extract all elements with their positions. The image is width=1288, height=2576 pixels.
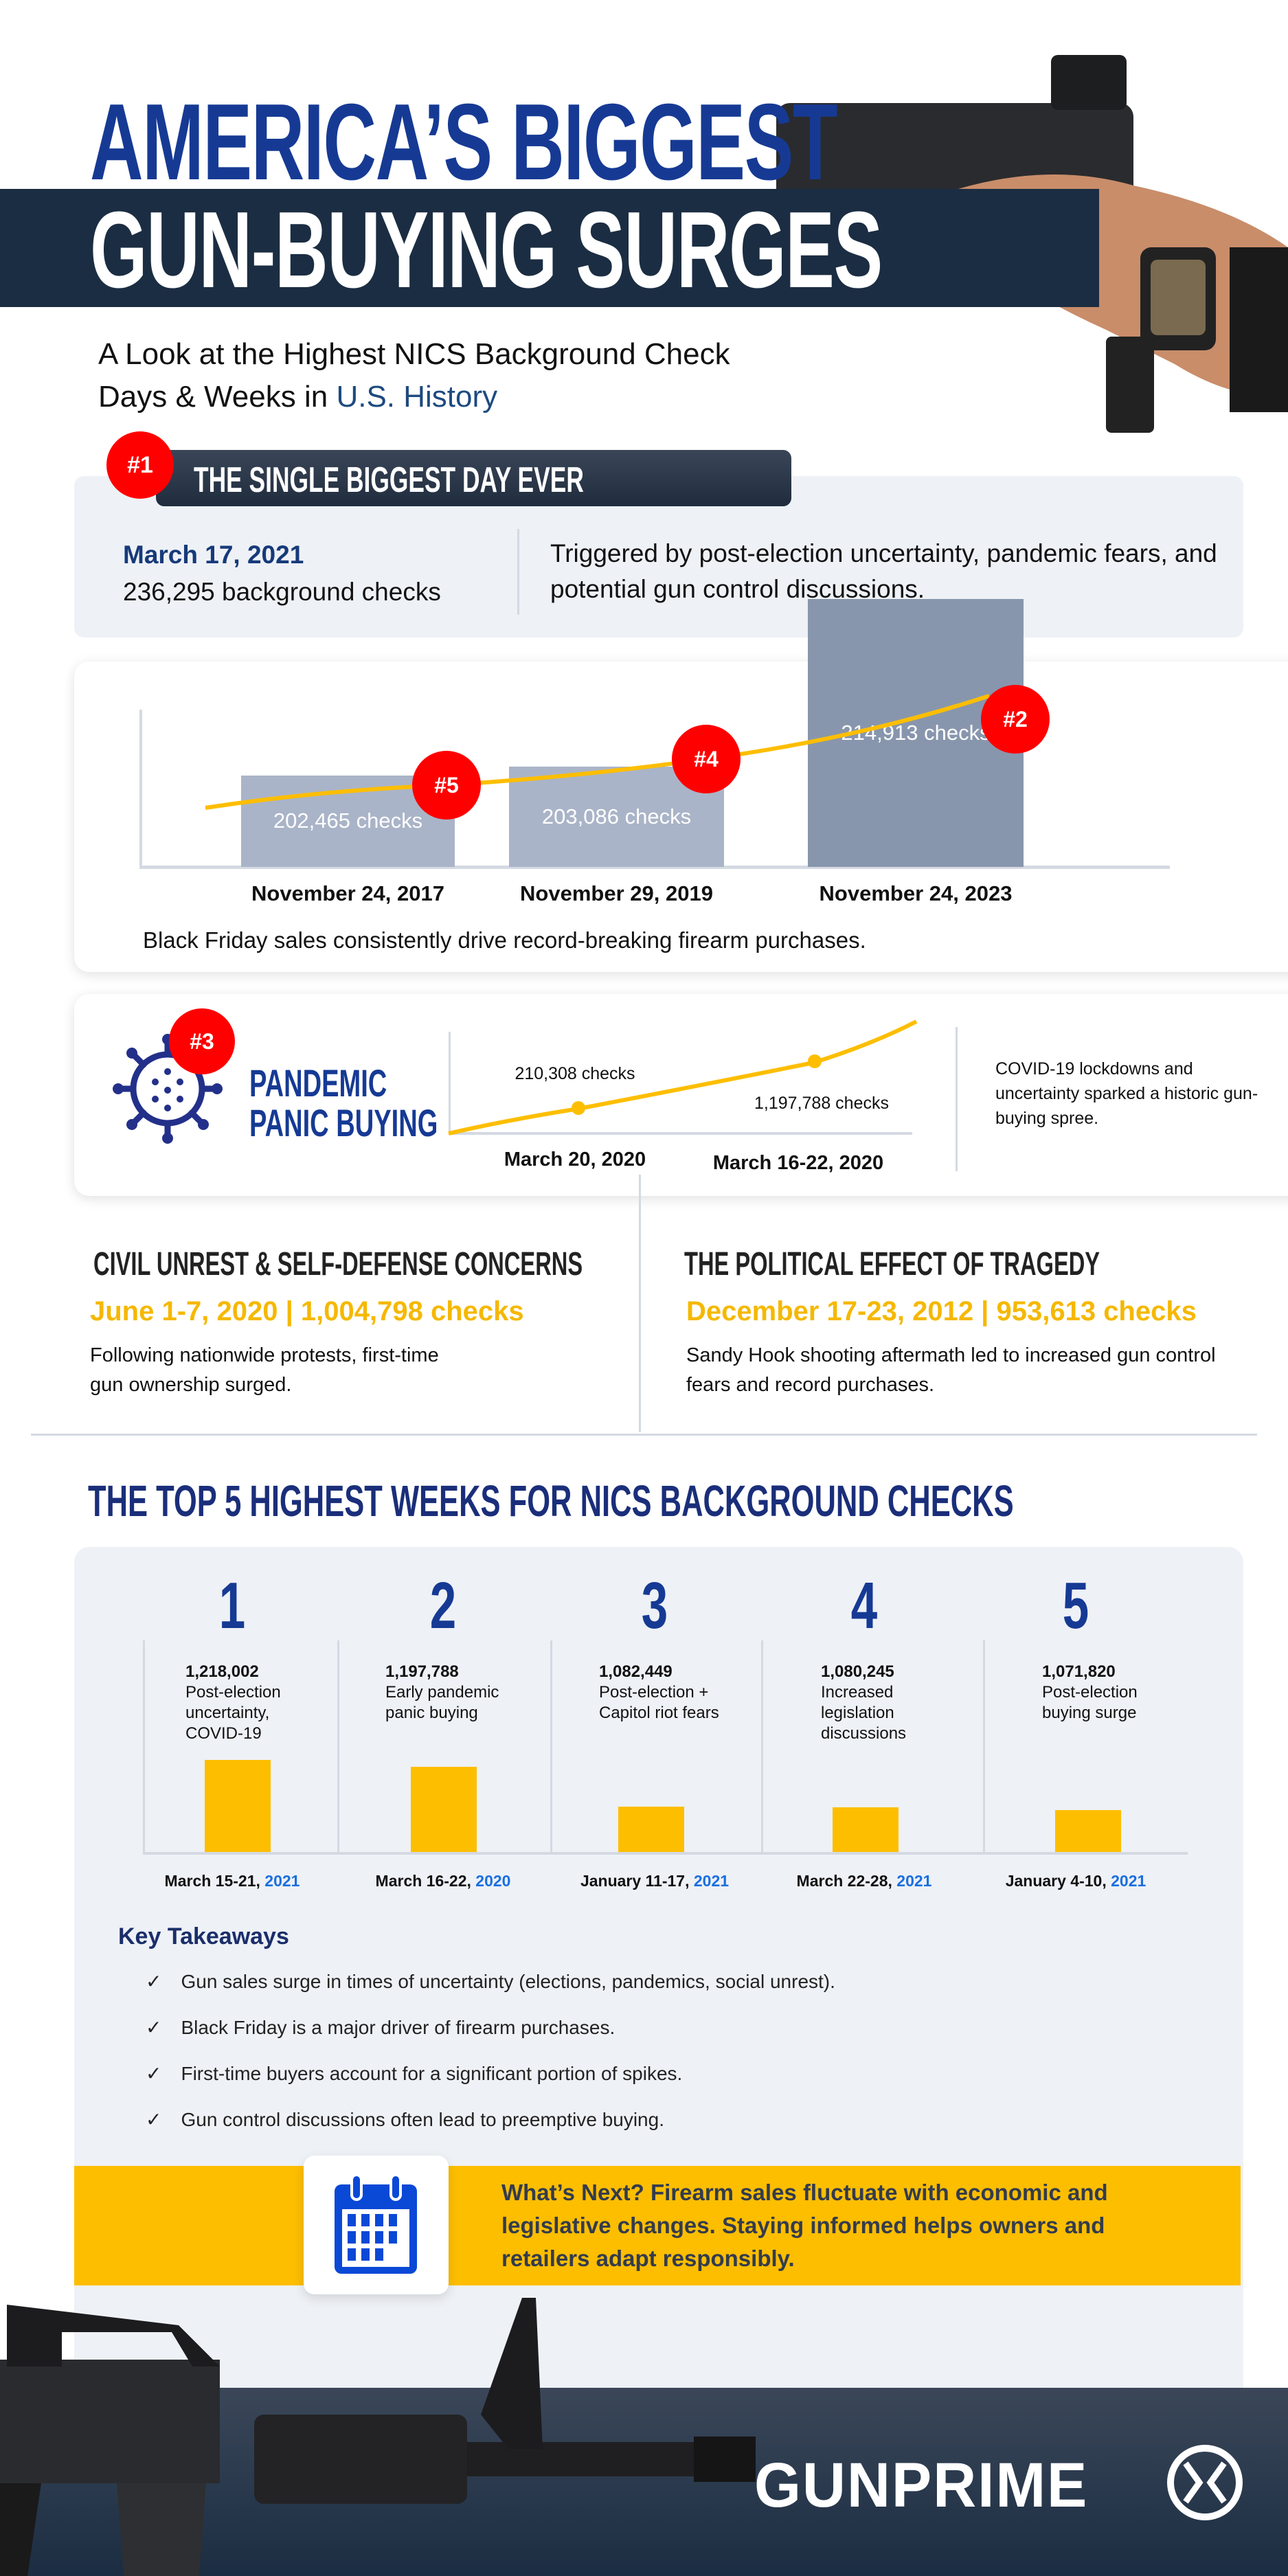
week-value: 1,218,002 xyxy=(185,1662,259,1681)
tragedy-stat: December 17-23, 2012 | 953,613 checks xyxy=(686,1296,1197,1326)
week-value: 1,197,788 xyxy=(385,1662,459,1681)
bf-caption: Black Friday sales consistently drive re… xyxy=(143,927,866,953)
crosshair-logo-icon xyxy=(1167,2445,1243,2520)
rank-number: 1 xyxy=(218,1569,246,1642)
bf-bar-label: 202,465 checks xyxy=(273,809,423,833)
subtitle-highlight: U.S. History xyxy=(336,380,498,414)
pandemic-y-axis xyxy=(449,1032,451,1135)
bf-bar-label: 214,913 checks xyxy=(841,721,991,745)
takeaway-item: ✓ Black Friday is a major driver of firea… xyxy=(146,2017,615,2038)
bf-date-label: November 29, 2019 xyxy=(520,881,713,905)
week-description: Early pandemic panic buying xyxy=(385,1683,499,1722)
title-line2: GUN-BUYING SURGES xyxy=(90,190,883,310)
week-value: 1,080,245 xyxy=(821,1662,894,1681)
pandemic-card xyxy=(74,994,1288,1196)
takeaway-item: ✓ Gun control discussions often lead to p… xyxy=(146,2109,664,2130)
tragedy-description: Sandy Hook shooting aftermath led to inc… xyxy=(686,1344,1216,1396)
check-icon: ✓ xyxy=(146,1971,162,1992)
subtitle-line2: Days & Weeks in xyxy=(98,380,328,414)
week-bar xyxy=(833,1807,899,1853)
whats-next-text: What’s Next? Firearm sales fluctuate wit… xyxy=(501,2180,1108,2271)
biggest-day-date: March 17, 2021 xyxy=(123,541,304,569)
biggest-day-checks: 236,295 background checks xyxy=(123,578,441,606)
week-description: Post-election uncertainty, COVID-19 xyxy=(185,1683,281,1743)
rank-number: 4 xyxy=(850,1569,878,1642)
week-description: Post-election buying surge xyxy=(1042,1683,1138,1722)
rank-badge: #5 xyxy=(412,751,481,820)
pandemic-line xyxy=(448,1019,918,1136)
rank-badge-3: #3 xyxy=(169,1008,235,1074)
week-bar xyxy=(618,1806,684,1853)
week-description: Post-election + Capitol riot fears xyxy=(599,1683,719,1722)
check-icon: ✓ xyxy=(146,2017,162,2038)
subtitle: A Look at the Highest NICS Background Ch… xyxy=(98,333,730,418)
column-divider xyxy=(337,1640,339,1853)
week-value: 1,071,820 xyxy=(1042,1662,1116,1681)
week-description: Increased legislation discussions xyxy=(821,1683,907,1743)
civil-unrest-heading: CIVIL UNREST & SELF-DEFENSE CONCERNS xyxy=(93,1246,583,1283)
check-icon: ✓ xyxy=(146,2109,162,2130)
civil-unrest-stat: June 1-7, 2020 | 1,004,798 checks xyxy=(90,1296,524,1326)
week-date: March 16-22, 2020 xyxy=(375,1872,511,1890)
divider xyxy=(31,1434,1257,1436)
rank-badge: #2 xyxy=(981,685,1050,754)
pandemic-date1: March 20, 2020 xyxy=(504,1149,646,1171)
calendar-icon xyxy=(335,2173,417,2274)
calendar-tile xyxy=(304,2156,449,2294)
pandemic-point-1 xyxy=(572,1101,585,1115)
rank-number: 5 xyxy=(1062,1569,1089,1642)
gunprime-logo: GUNPRIME xyxy=(754,2450,1089,2520)
week-date: January 11-17, 2021 xyxy=(580,1872,730,1890)
week-date: March 15-21, 2021 xyxy=(164,1872,300,1890)
pandemic-point2-label: 1,197,788 checks xyxy=(754,1094,889,1113)
rank-badge: #4 xyxy=(672,725,741,793)
rank-number: 3 xyxy=(641,1569,668,1642)
civil-unrest-description: Following nationwide protests, first-tim… xyxy=(90,1344,439,1396)
biggest-day-description: Triggered by post-election uncertainty, … xyxy=(550,539,1217,603)
virus-icon xyxy=(113,1034,223,1144)
pandemic-point1-label: 210,308 checks xyxy=(515,1064,635,1083)
pandemic-description: COVID-19 lockdowns and uncertainty spark… xyxy=(995,1059,1258,1128)
week-date: January 4-10, 2021 xyxy=(1005,1872,1146,1890)
bf-date-label: November 24, 2023 xyxy=(819,881,1013,905)
column-divider xyxy=(143,1640,145,1853)
biggest-day-heading: THE SINGLE BIGGEST DAY EVER xyxy=(194,460,584,500)
biggest-day-heading-bar: THE SINGLE BIGGEST DAY EVER xyxy=(156,450,791,506)
top5-heading: THE TOP 5 HIGHEST WEEKS FOR NICS BACKGRO… xyxy=(88,1476,1014,1526)
title-band xyxy=(0,189,1099,307)
title-line1: AMERICA’S BIGGEST xyxy=(90,82,838,203)
bf-trend-line xyxy=(205,694,990,810)
takeaway-item: ✓ First-time buyers account for a signifi… xyxy=(146,2063,683,2084)
week-bar xyxy=(411,1767,477,1853)
pandemic-point-2 xyxy=(808,1054,822,1068)
rank-badge-1: #1 xyxy=(106,431,174,499)
whats-next-banner xyxy=(74,2166,1241,2285)
bf-x-axis xyxy=(139,866,1170,869)
week-bar xyxy=(1055,1810,1121,1853)
divider xyxy=(956,1027,958,1171)
tragedy-heading: THE POLITICAL EFFECT OF TRAGEDY xyxy=(684,1246,1100,1283)
rifle-photo xyxy=(0,2298,756,2576)
column-divider xyxy=(550,1640,552,1853)
column-divider xyxy=(983,1640,985,1853)
rank-number: 2 xyxy=(429,1569,457,1642)
takeaway-item: ✓ Gun sales surge in times of uncertainty… xyxy=(146,1971,835,1992)
bf-y-axis xyxy=(139,710,142,868)
pandemic-date2: March 16-22, 2020 xyxy=(712,1152,884,1174)
divider xyxy=(639,1175,641,1432)
week-date: March 22-28, 2021 xyxy=(796,1872,932,1890)
check-icon: ✓ xyxy=(146,2063,162,2084)
divider xyxy=(517,529,519,615)
week-bar xyxy=(205,1760,271,1853)
takeaways-heading: Key Takeaways xyxy=(118,1923,289,1950)
column-divider xyxy=(761,1640,763,1853)
top5-baseline xyxy=(143,1852,1188,1855)
pandemic-x-axis xyxy=(449,1132,912,1135)
bf-date-label: November 24, 2017 xyxy=(251,881,444,905)
pandemic-title: PANDEMIC PANIC BUYING xyxy=(249,1061,438,1144)
bf-bar-label: 203,086 checks xyxy=(541,804,692,828)
week-value: 1,082,449 xyxy=(599,1662,673,1681)
subtitle-line1: A Look at the Highest NICS Background Ch… xyxy=(98,337,730,371)
